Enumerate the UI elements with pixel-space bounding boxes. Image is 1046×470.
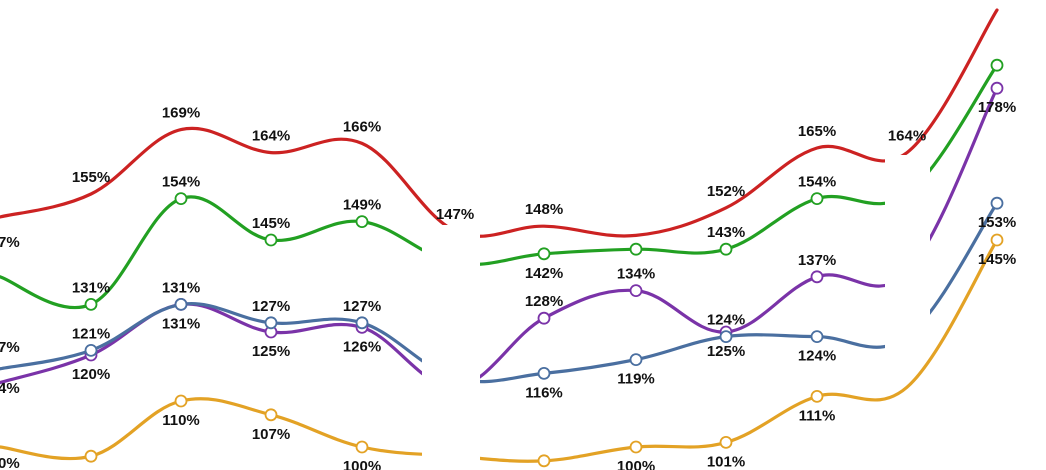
data-label-purple-8: 134% [617,266,655,283]
marker-orange-8 [629,440,643,454]
data-label-blue-12: 153% [978,214,1016,231]
marker-orange-2 [84,449,98,463]
marker-green-3 [174,192,188,206]
image-gaps [422,155,930,470]
data-labels: 155% 169% 164% 166% 147% 148% 152% 165% 164% 131%… [72,99,1016,470]
marker-orange-5 [355,440,369,454]
edge-label-4: 0% [0,455,20,470]
marker-orange-12 [990,233,1004,247]
marker-blue-2 [84,343,98,357]
data-label-red-4: 164% [252,128,290,145]
data-label-orange-4: 107% [252,426,290,443]
data-label-green-4: 145% [252,215,290,232]
data-label-red-11: 164% [888,128,926,145]
data-label-orange-3: 110% [162,412,200,429]
marker-orange-3 [174,394,188,408]
data-label-orange-5: 100% [343,458,381,470]
data-label-purple-3: 131% [162,315,200,332]
marker-purple-12 [990,81,1004,95]
series-lines [0,8,999,463]
marker-blue-3 [174,297,188,311]
edge-label-2: 7% [0,339,20,356]
data-label-red-6: 147% [436,206,474,223]
data-label-blue-8: 119% [617,371,655,388]
data-label-red-3: 169% [162,105,200,122]
data-label-purple-9: 125% [707,343,745,360]
marker-green-4 [264,233,278,247]
marker-blue-12 [990,196,1004,210]
marker-green-5 [355,215,369,229]
marker-orange-7 [537,454,551,468]
series-line-red [0,8,999,238]
marker-orange-9 [719,435,733,449]
data-label-purple-10: 137% [798,252,836,269]
data-label-green-3: 154% [162,174,200,191]
data-label-green-7: 142% [525,265,563,282]
data-label-green-9: 143% [707,224,745,241]
marker-green-12 [990,58,1004,72]
edge-labels: 7% 7% 4% 0% [0,234,20,470]
edge-label-1: 7% [0,234,20,251]
data-label-red-7: 148% [525,201,563,218]
data-label-blue-7: 116% [525,384,563,401]
marker-orange-10 [810,389,824,403]
data-label-blue-2: 121% [72,325,110,342]
series-line-green [0,63,999,310]
series-markers [84,58,1004,468]
data-label-blue-3: 131% [162,279,200,296]
data-label-green-2: 131% [72,279,110,296]
data-label-purple-4: 125% [252,343,290,360]
data-label-purple-2: 120% [72,366,110,383]
data-label-red-2: 155% [72,169,110,186]
series-line-blue [0,201,999,384]
data-label-purple-5: 126% [343,338,381,355]
data-label-red-5: 166% [343,118,381,135]
data-label-blue-4: 127% [252,298,290,315]
marker-blue-10 [810,330,824,344]
marker-blue-5 [355,316,369,330]
data-label-orange-9: 101% [707,453,745,470]
data-label-orange-8: 100% [617,458,655,470]
data-label-blue-9: 124% [707,312,745,329]
data-label-purple-7: 128% [525,293,563,310]
data-label-red-10: 165% [798,123,836,140]
data-label-green-10: 154% [798,174,836,191]
data-label-orange-12: 145% [978,251,1016,268]
marker-purple-10 [810,270,824,284]
edge-label-3: 4% [0,380,20,397]
data-label-purple-12: 178% [978,99,1016,116]
data-label-blue-5: 127% [343,298,381,315]
marker-blue-9 [719,330,733,344]
marker-green-7 [537,247,551,261]
data-label-red-9: 152% [707,183,745,200]
data-label-blue-10: 124% [798,348,836,365]
marker-purple-7 [537,311,551,325]
marker-blue-8 [629,353,643,367]
marker-green-2 [84,297,98,311]
series-line-orange [0,238,999,463]
marker-purple-8 [629,284,643,298]
data-label-green-5: 149% [343,197,381,214]
data-label-orange-10: 111% [799,407,836,424]
marker-green-10 [810,192,824,206]
marker-green-8 [629,242,643,256]
marker-green-9 [719,242,733,256]
marker-blue-4 [264,316,278,330]
marker-blue-7 [537,366,551,380]
marker-orange-4 [264,408,278,422]
